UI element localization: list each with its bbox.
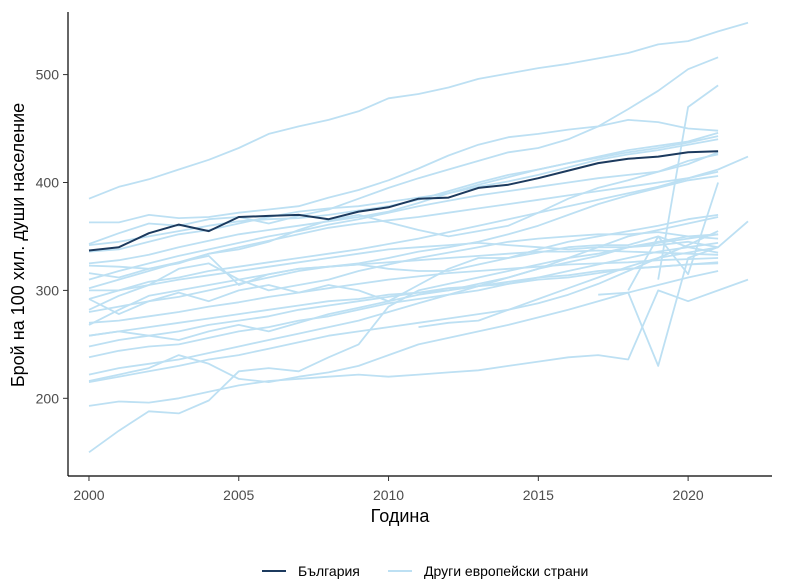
series-line-other-6 xyxy=(88,132,719,265)
x-axis-ticks: 2000 2005 2010 2015 2020 xyxy=(73,476,704,503)
series-line-other-11 xyxy=(88,175,719,286)
series-line-other-24 xyxy=(88,270,719,383)
legend: България Други европейски страни xyxy=(262,563,588,579)
series-layer xyxy=(88,21,749,454)
series-line-other-29 xyxy=(627,182,719,291)
series-line-other-15 xyxy=(89,240,719,292)
series-line-other-27 xyxy=(418,246,719,328)
series-line-other-28 xyxy=(598,220,749,367)
series-line-other-22 xyxy=(88,230,719,383)
series-line-bulgaria xyxy=(88,150,719,252)
x-tick-label: 2005 xyxy=(223,487,254,503)
series-line-other-10 xyxy=(88,155,749,300)
series-line-other-2 xyxy=(88,56,719,245)
series-line-other-30 xyxy=(657,84,719,280)
axes: 2000 2005 2010 2015 2020 200 300 400 500 xyxy=(36,12,772,503)
series-line-other-5 xyxy=(88,138,719,253)
series-line-other-7 xyxy=(88,151,719,281)
y-tick-label: 200 xyxy=(36,390,60,406)
y-tick-label: 300 xyxy=(36,282,60,298)
x-tick-label: 2015 xyxy=(523,487,554,503)
legend-label-bulgaria: България xyxy=(298,563,360,579)
series-line-other-18 xyxy=(88,261,719,337)
y-tick-label: 500 xyxy=(36,67,60,83)
series-line-other-21 xyxy=(88,216,719,376)
y-axis-ticks: 200 300 400 500 xyxy=(36,67,68,406)
y-axis-title: Брой на 100 хил. души население xyxy=(8,103,28,387)
series-line-other-20 xyxy=(88,242,719,359)
series-line-other-19 xyxy=(88,262,719,348)
legend-label-other-countries: Други европейски страни xyxy=(424,563,588,579)
y-tick-label: 400 xyxy=(36,174,60,190)
x-tick-label: 2000 xyxy=(73,487,104,503)
x-tick-label: 2020 xyxy=(673,487,704,503)
x-tick-label: 2010 xyxy=(373,487,404,503)
series-line-other-26 xyxy=(88,233,719,454)
x-axis-title: Година xyxy=(371,506,431,526)
series-line-other-3 xyxy=(89,119,719,224)
series-line-other-4 xyxy=(88,135,719,246)
series-line-other-25 xyxy=(88,278,749,407)
series-line-other-17 xyxy=(88,257,719,324)
series-line-other-1 xyxy=(88,21,749,200)
